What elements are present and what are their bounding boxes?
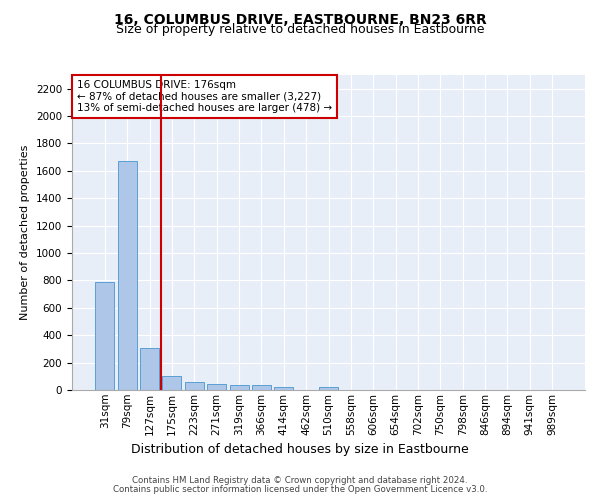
Bar	[230, 385, 248, 390]
Y-axis label: Number of detached properties: Number of detached properties	[20, 145, 31, 320]
Bar	[207, 384, 226, 390]
Text: Contains public sector information licensed under the Open Government Licence v3: Contains public sector information licen…	[113, 485, 487, 494]
Bar	[252, 385, 271, 390]
Text: Size of property relative to detached houses in Eastbourne: Size of property relative to detached ho…	[116, 22, 484, 36]
Bar	[95, 282, 115, 390]
Text: Contains HM Land Registry data © Crown copyright and database right 2024.: Contains HM Land Registry data © Crown c…	[132, 476, 468, 485]
Bar	[319, 388, 338, 390]
Bar	[163, 376, 181, 390]
Text: 16 COLUMBUS DRIVE: 176sqm
← 87% of detached houses are smaller (3,227)
13% of se: 16 COLUMBUS DRIVE: 176sqm ← 87% of detac…	[77, 80, 332, 113]
Bar	[185, 382, 204, 390]
Bar	[140, 348, 159, 390]
Text: 16, COLUMBUS DRIVE, EASTBOURNE, BN23 6RR: 16, COLUMBUS DRIVE, EASTBOURNE, BN23 6RR	[113, 12, 487, 26]
Text: Distribution of detached houses by size in Eastbourne: Distribution of detached houses by size …	[131, 442, 469, 456]
Bar	[118, 162, 137, 390]
Bar	[274, 387, 293, 390]
